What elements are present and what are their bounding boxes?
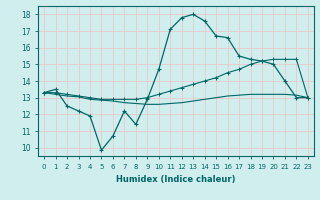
X-axis label: Humidex (Indice chaleur): Humidex (Indice chaleur)	[116, 175, 236, 184]
